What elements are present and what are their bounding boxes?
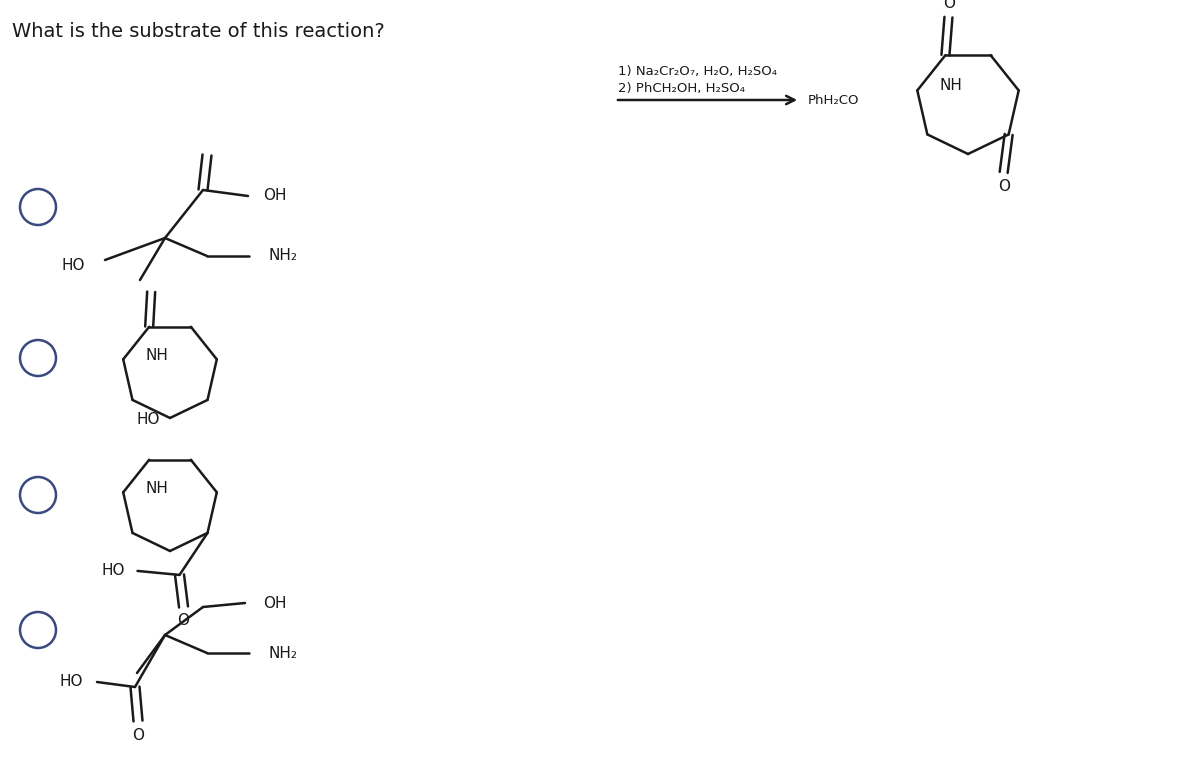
Text: PhH₂CO: PhH₂CO [808,93,859,107]
Text: HO: HO [61,259,85,273]
Text: O: O [132,727,144,743]
Text: 1) Na₂Cr₂O₇, H₂O, H₂SO₄: 1) Na₂Cr₂O₇, H₂O, H₂SO₄ [618,65,778,78]
Text: HO: HO [137,412,160,428]
Text: 2) PhCH₂OH, H₂SO₄: 2) PhCH₂OH, H₂SO₄ [618,82,745,95]
Text: What is the substrate of this reaction?: What is the substrate of this reaction? [12,22,385,41]
Text: O: O [943,0,955,11]
Text: OH: OH [263,188,287,204]
Text: NH: NH [145,348,168,363]
Text: NH: NH [145,481,168,496]
Text: OH: OH [263,595,287,611]
Text: HO: HO [60,675,83,689]
Text: HO: HO [101,564,125,578]
Text: O: O [178,614,190,628]
Text: NH₂: NH₂ [269,645,298,661]
Text: NH: NH [940,78,962,93]
Text: O: O [997,179,1009,194]
Text: NH₂: NH₂ [269,249,298,263]
